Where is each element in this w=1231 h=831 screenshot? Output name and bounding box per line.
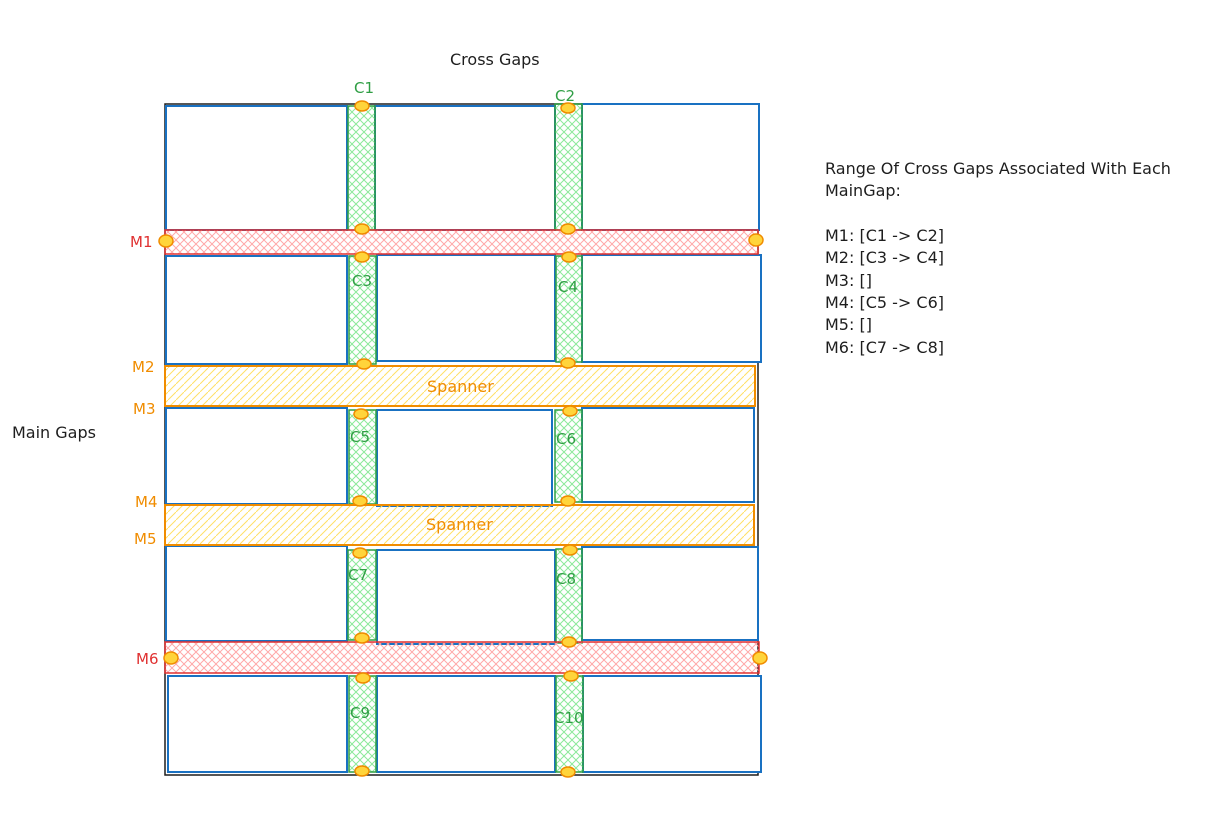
grid-cell — [581, 546, 759, 641]
marker — [560, 766, 576, 778]
range-list: Range Of Cross Gaps Associated With Each… — [825, 159, 1171, 357]
main-gap-label-m6: M6 — [136, 650, 159, 668]
marker — [563, 670, 579, 682]
marker — [560, 223, 576, 235]
cross-gap-label-c9: C9 — [350, 704, 370, 722]
grid-cell — [165, 407, 348, 505]
marker — [561, 636, 577, 648]
cross-gap-c7 — [347, 549, 377, 641]
marker — [356, 358, 372, 370]
range-heading: Range Of Cross Gaps Associated With Each — [825, 159, 1171, 178]
marker — [352, 495, 368, 507]
main-gap-label-m1: M1 — [130, 233, 153, 251]
cross-gap-label-c1: C1 — [354, 79, 374, 97]
marker — [352, 547, 368, 559]
grid-cell — [165, 105, 348, 231]
grid-cell — [167, 675, 348, 773]
cross-gap-c1 — [347, 105, 376, 231]
marker — [158, 234, 174, 248]
grid-cell — [581, 103, 760, 231]
spanner-row-2 — [164, 504, 755, 546]
grid-cell — [165, 545, 348, 642]
cross-gap-label-c3: C3 — [352, 272, 372, 290]
marker — [354, 100, 370, 112]
gap-markers — [158, 100, 768, 778]
grid-cell — [376, 549, 556, 645]
marker — [354, 765, 370, 777]
grid-cell — [581, 254, 762, 363]
cross-gap-c8 — [555, 548, 583, 644]
marker — [354, 632, 370, 644]
marker — [355, 672, 371, 684]
main-gap-label-m5: M5 — [134, 530, 157, 548]
marker — [353, 408, 369, 420]
cross-gap-label-c7: C7 — [348, 566, 368, 584]
marker — [561, 251, 577, 263]
marker — [354, 251, 370, 263]
grid-cell — [376, 675, 556, 773]
main-gap-label-m2: M2 — [132, 358, 155, 376]
cross-gap-label-c2: C2 — [555, 87, 575, 105]
range-line-m2: M2: [C3 -> C4] — [825, 248, 944, 267]
range-line-m4: M4: [C5 -> C6] — [825, 293, 944, 312]
marker — [562, 405, 578, 417]
spanner-label: Spanner — [427, 377, 494, 396]
grid-cell — [581, 407, 755, 503]
spanner-label: Spanner — [426, 515, 493, 534]
grid-cell — [165, 255, 348, 365]
cross-gap-label-c10: C10 — [554, 709, 584, 727]
marker — [560, 357, 576, 369]
grid-cell — [374, 105, 556, 231]
main-gap-m6 — [164, 641, 760, 674]
marker — [748, 233, 764, 247]
cross-gap-c5 — [348, 409, 377, 505]
main-gap-label-m3: M3 — [133, 400, 156, 418]
range-heading: MainGap: — [825, 181, 901, 200]
cross-gap-c6 — [554, 409, 583, 503]
spanner-row-1 — [164, 365, 756, 407]
marker — [752, 651, 768, 665]
marker — [560, 102, 576, 114]
main-gap-m1 — [164, 229, 759, 255]
cross-gaps-title: Cross Gaps — [450, 50, 540, 69]
range-line-m6: M6: [C7 -> C8] — [825, 338, 944, 357]
range-line-m1: M1: [C1 -> C2] — [825, 226, 944, 245]
grid-cell — [376, 409, 553, 507]
marker — [562, 544, 578, 556]
cross-gap-label-c8: C8 — [556, 570, 576, 588]
range-line-m5: M5: [] — [825, 315, 872, 334]
main-gap-label-m4: M4 — [135, 493, 158, 511]
grid-cell — [582, 675, 762, 773]
range-line-m3: M3: [] — [825, 271, 872, 290]
marker — [560, 495, 576, 507]
main-gaps-title: Main Gaps — [12, 423, 96, 442]
cross-gap-c2 — [554, 103, 583, 231]
cross-gap-label-c4: C4 — [558, 278, 578, 296]
cross-gap-c9 — [348, 675, 377, 773]
marker — [163, 651, 179, 665]
grid-cell — [376, 254, 556, 362]
cross-gap-label-c6: C6 — [556, 430, 576, 448]
cross-gap-label-c5: C5 — [350, 428, 370, 446]
cross-gap-c4 — [555, 255, 583, 363]
marker — [354, 223, 370, 235]
